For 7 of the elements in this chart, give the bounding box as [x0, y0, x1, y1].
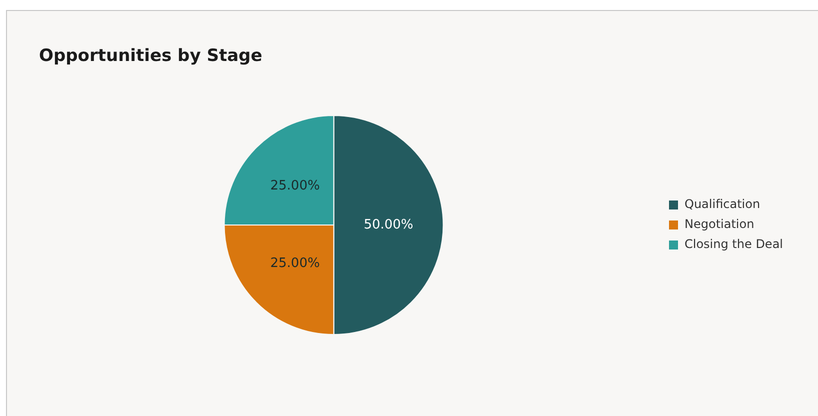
chart-title: Opportunities by Stage: [39, 46, 262, 66]
legend-label: Closing the Deal: [684, 237, 784, 252]
data-label: 50.00%: [364, 217, 414, 232]
legend-label: Negotiation: [684, 217, 754, 232]
data-label: 25.00%: [270, 178, 320, 194]
legend-label: Qualification: [684, 197, 760, 212]
data-label: 25.00%: [270, 256, 320, 272]
